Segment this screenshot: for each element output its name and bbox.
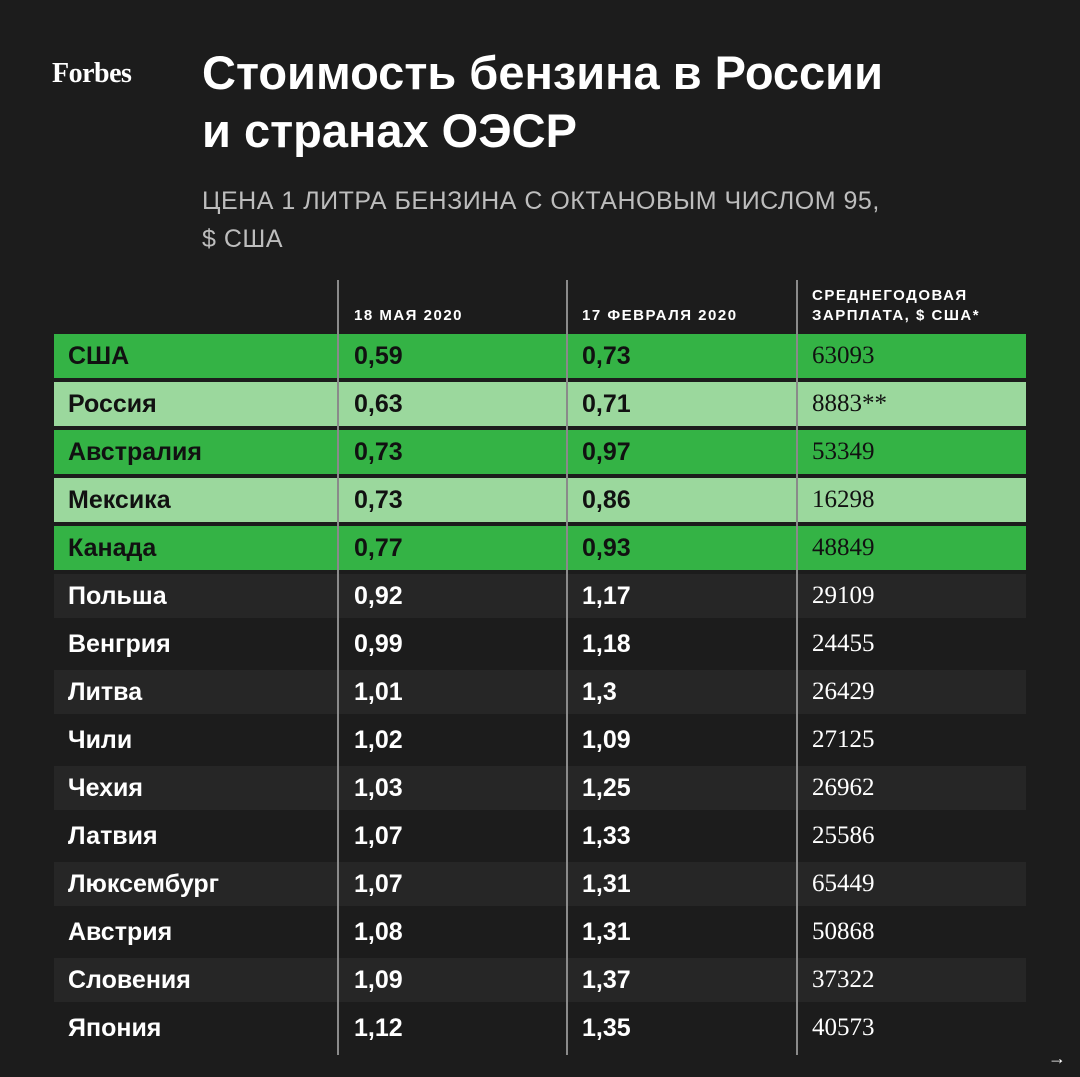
header-salary-line-2: ЗАРПЛАТА, $ США* — [812, 307, 981, 324]
price-feb-cell: 0,97 — [582, 438, 631, 466]
salary-cell: 27125 — [812, 726, 875, 753]
header-may-2020: 18 МАЯ 2020 — [354, 307, 463, 324]
price-may-cell: 1,08 — [354, 918, 403, 946]
table-row: Чили 1,02 1,09 27125 — [54, 718, 1026, 762]
price-feb-cell: 0,86 — [582, 486, 631, 514]
price-feb-cell: 0,71 — [582, 390, 631, 418]
column-divider — [796, 280, 798, 1055]
country-cell: Австралия — [68, 438, 202, 466]
table-row: Люксембург 1,07 1,31 65449 — [54, 862, 1026, 906]
price-may-cell: 0,92 — [354, 582, 403, 610]
salary-cell: 8883** — [812, 390, 887, 417]
price-may-cell: 0,59 — [354, 342, 403, 370]
country-cell: Россия — [68, 390, 157, 418]
forbes-logo: Forbes — [52, 58, 132, 89]
table-row: Мексика 0,73 0,86 16298 — [54, 478, 1026, 522]
country-cell: Люксембург — [68, 870, 220, 898]
price-may-cell: 0,63 — [354, 390, 403, 418]
table-row: Австралия 0,73 0,97 53349 — [54, 430, 1026, 474]
country-cell: Литва — [68, 678, 143, 706]
table-body: США 0,59 0,73 63093 Россия 0,63 0,71 8883** Авст… — [54, 334, 1026, 1054]
price-feb-cell: 1,35 — [582, 1014, 631, 1042]
salary-cell: 50868 — [812, 918, 875, 945]
table-row: Польша 0,92 1,17 29109 — [54, 574, 1026, 618]
salary-cell: 26962 — [812, 774, 875, 801]
page-title: Стоимость бензина в России и странах ОЭС… — [202, 44, 1042, 160]
country-cell: Латвия — [68, 822, 158, 850]
country-cell: Венгрия — [68, 630, 171, 658]
table-header: 18 МАЯ 2020 17 ФЕВРАЛЯ 2020 СРЕДНЕГОДОВА… — [54, 280, 1026, 334]
salary-cell: 65449 — [812, 870, 875, 897]
price-feb-cell: 1,33 — [582, 822, 631, 850]
salary-cell: 48849 — [812, 534, 875, 561]
table-row: Венгрия 0,99 1,18 24455 — [54, 622, 1026, 666]
subtitle-line-2: $ США — [202, 225, 283, 253]
salary-cell: 16298 — [812, 486, 875, 513]
table-row: Россия 0,63 0,71 8883** — [54, 382, 1026, 426]
price-feb-cell: 1,31 — [582, 918, 631, 946]
price-feb-cell: 1,37 — [582, 966, 631, 994]
country-cell: Австрия — [68, 918, 173, 946]
price-feb-cell: 1,3 — [582, 678, 617, 706]
price-feb-cell: 0,93 — [582, 534, 631, 562]
price-feb-cell: 1,25 — [582, 774, 631, 802]
table-row: Словения 1,09 1,37 37322 — [54, 958, 1026, 1002]
subtitle: ЦЕНА 1 ЛИТРА БЕНЗИНА С ОКТАНОВЫМ ЧИСЛОМ … — [202, 182, 1022, 258]
price-may-cell: 0,73 — [354, 438, 403, 466]
table-row: Канада 0,77 0,93 48849 — [54, 526, 1026, 570]
price-feb-cell: 1,17 — [582, 582, 631, 610]
price-may-cell: 1,12 — [354, 1014, 403, 1042]
salary-cell: 26429 — [812, 678, 875, 705]
price-may-cell: 1,07 — [354, 822, 403, 850]
salary-cell: 53349 — [812, 438, 875, 465]
header-salary-line-1: СРЕДНЕГОДОВАЯ — [812, 287, 968, 304]
table-row: Литва 1,01 1,3 26429 — [54, 670, 1026, 714]
country-cell: Япония — [68, 1014, 162, 1042]
price-may-cell: 0,77 — [354, 534, 403, 562]
price-may-cell: 0,99 — [354, 630, 403, 658]
price-feb-cell: 0,73 — [582, 342, 631, 370]
country-cell: Чили — [68, 726, 133, 754]
header-salary: СРЕДНЕГОДОВАЯ ЗАРПЛАТА, $ США* — [812, 286, 980, 326]
price-feb-cell: 1,18 — [582, 630, 631, 658]
table-row: Австрия 1,08 1,31 50868 — [54, 910, 1026, 954]
country-cell: Польша — [68, 582, 167, 610]
country-cell: США — [68, 342, 130, 370]
table-row: Япония 1,12 1,35 40573 — [54, 1006, 1026, 1050]
price-may-cell: 1,02 — [354, 726, 403, 754]
price-may-cell: 1,07 — [354, 870, 403, 898]
price-feb-cell: 1,09 — [582, 726, 631, 754]
column-divider — [566, 280, 568, 1055]
salary-cell: 37322 — [812, 966, 875, 993]
country-cell: Канада — [68, 534, 157, 562]
country-cell: Словения — [68, 966, 191, 994]
salary-cell: 24455 — [812, 630, 875, 657]
salary-cell: 29109 — [812, 582, 875, 609]
table-row: Чехия 1,03 1,25 26962 — [54, 766, 1026, 810]
country-cell: Мексика — [68, 486, 171, 514]
header-feb-2020: 17 ФЕВРАЛЯ 2020 — [582, 307, 738, 324]
price-table: 18 МАЯ 2020 17 ФЕВРАЛЯ 2020 СРЕДНЕГОДОВА… — [54, 280, 1026, 1055]
title-line-2: и странах ОЭСР — [202, 104, 577, 157]
title-line-1: Стоимость бензина в России — [202, 46, 883, 99]
price-may-cell: 1,03 — [354, 774, 403, 802]
table-row: США 0,59 0,73 63093 — [54, 334, 1026, 378]
salary-cell: 40573 — [812, 1014, 875, 1041]
country-cell: Чехия — [68, 774, 143, 802]
column-divider — [337, 280, 339, 1055]
salary-cell: 63093 — [812, 342, 875, 369]
subtitle-line-1: ЦЕНА 1 ЛИТРА БЕНЗИНА С ОКТАНОВЫМ ЧИСЛОМ … — [202, 187, 880, 215]
salary-cell: 25586 — [812, 822, 875, 849]
table-row: Латвия 1,07 1,33 25586 — [54, 814, 1026, 858]
next-arrow-icon[interactable]: → — [1048, 1048, 1066, 1068]
price-may-cell: 0,73 — [354, 486, 403, 514]
price-feb-cell: 1,31 — [582, 870, 631, 898]
price-may-cell: 1,01 — [354, 678, 403, 706]
price-may-cell: 1,09 — [354, 966, 403, 994]
